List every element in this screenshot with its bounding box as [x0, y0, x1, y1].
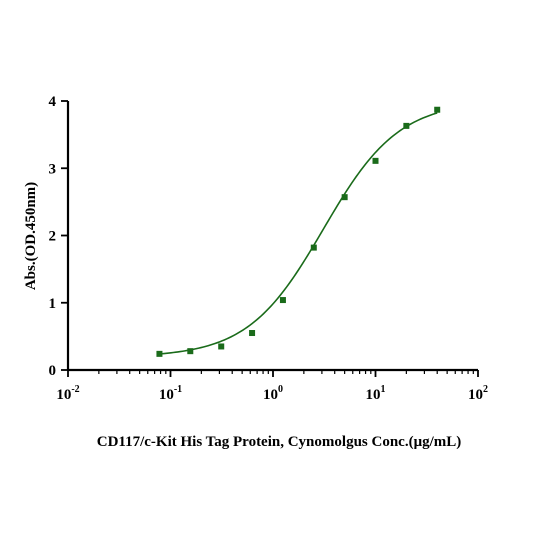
- x-tick-label: 10-2: [56, 384, 79, 403]
- y-tick-label: 1: [49, 296, 57, 312]
- x-tick-label: 10-1: [159, 384, 182, 403]
- x-tick-label: 102: [468, 384, 488, 403]
- x-axis-label: CD117/c-Kit His Tag Protein, Cynomolgus …: [97, 434, 462, 450]
- data-point: [403, 122, 410, 129]
- data-point: [218, 343, 225, 350]
- y-tick-label: 0: [49, 363, 57, 379]
- fit-curve: [159, 112, 438, 355]
- axes: 10-2 10-1 100 101 102 0 1 2 3 4: [49, 94, 489, 403]
- data-point: [310, 244, 317, 251]
- data-point: [249, 330, 256, 337]
- data-point: [372, 157, 379, 164]
- data-points-layer: [156, 106, 441, 357]
- data-point: [341, 194, 348, 201]
- y-tick-label: 4: [49, 94, 57, 110]
- fit-curve-layer: [159, 112, 438, 355]
- x-tick-label: 100: [263, 384, 283, 403]
- data-point: [156, 350, 163, 357]
- x-tick-label: 101: [366, 384, 386, 403]
- data-point: [187, 348, 194, 355]
- y-tick-label: 3: [49, 161, 57, 177]
- y-tick-label: 2: [49, 229, 57, 245]
- y-axis-label: Abs.(OD.450nm): [23, 182, 39, 290]
- data-point: [434, 106, 441, 113]
- data-point: [279, 297, 286, 304]
